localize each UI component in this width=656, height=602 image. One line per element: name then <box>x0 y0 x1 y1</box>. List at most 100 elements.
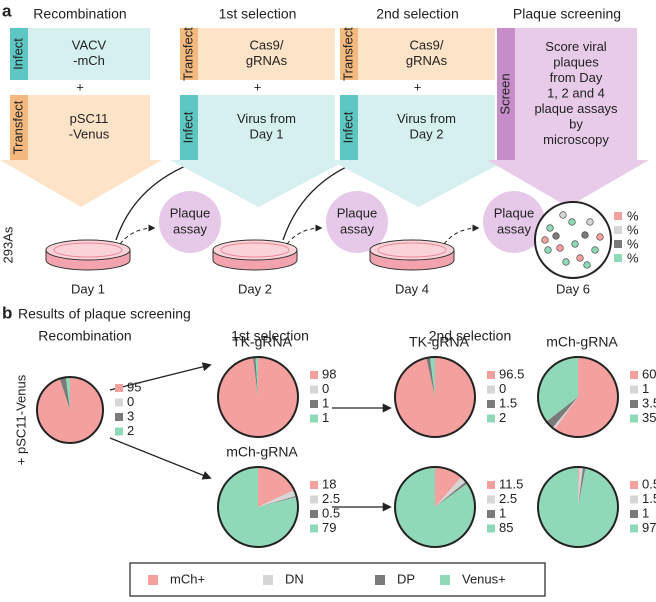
pie-title: TK-gRNA <box>232 334 293 350</box>
dish <box>377 242 447 258</box>
step-text: plaques <box>553 54 599 69</box>
plaque-dot <box>571 240 579 248</box>
pie-slice <box>552 397 578 430</box>
step-text: Virus from <box>397 111 456 126</box>
pie-slice <box>546 397 578 428</box>
step-text: Cas9/ <box>250 38 284 53</box>
dish <box>45 239 131 261</box>
step-tab-label: Infect <box>10 38 25 70</box>
value-swatch <box>310 400 318 408</box>
value-swatch <box>115 384 123 392</box>
value-label: 98 <box>322 366 336 381</box>
pie-slice <box>255 357 258 397</box>
value-label: 0 <box>322 381 329 396</box>
plaque-dot <box>562 258 570 266</box>
step-text: VACV <box>72 38 107 53</box>
step-text: from Day <box>550 70 603 85</box>
group-header: 2nd selection <box>429 328 512 344</box>
value-label: 1.5 <box>499 395 517 410</box>
value-label: 1 <box>642 505 649 520</box>
group-header: Recombination <box>38 328 131 344</box>
value-swatch <box>487 481 495 489</box>
pie-slice <box>538 357 578 422</box>
plus: + <box>76 79 84 94</box>
legend-label: Venus+ <box>462 571 506 586</box>
plaque-assay-label: assay <box>340 221 374 236</box>
plaque-assay <box>483 191 545 253</box>
dashed-arrow <box>443 224 480 245</box>
value-swatch <box>487 385 495 394</box>
step-text: pSC11 <box>70 111 109 126</box>
plaque-dot <box>591 246 599 254</box>
legend-swatch <box>263 575 273 585</box>
legend-label: mCh+ <box>170 571 205 586</box>
pie-title: TK-gRNA <box>409 334 470 350</box>
step-text: -mCh <box>73 53 105 68</box>
legend-swatch <box>148 575 158 585</box>
plaque-assay-label: assay <box>173 221 207 236</box>
legend-swatch <box>614 212 622 220</box>
plus: + <box>414 79 422 94</box>
pie-slice <box>538 467 619 548</box>
pie-slice <box>59 377 70 410</box>
plaque-assay-label: assay <box>497 221 531 236</box>
percent-label: % <box>627 250 639 265</box>
step-arrow <box>0 160 162 207</box>
value-swatch <box>310 385 318 394</box>
step-tab <box>10 28 28 80</box>
pie-outline <box>217 466 299 548</box>
pie-slice <box>435 476 466 507</box>
dish <box>220 242 290 258</box>
plaque-assay-label: Plaque <box>337 205 377 220</box>
pie-slice <box>395 467 476 547</box>
value-swatch <box>630 371 638 379</box>
pie-slice <box>426 357 435 397</box>
cell-line: 293As <box>0 226 15 263</box>
plaque-dot <box>556 244 564 252</box>
value-swatch <box>310 495 318 504</box>
column-header: 1st selection <box>219 6 297 22</box>
legend-swatch <box>614 240 622 248</box>
legend-swatch <box>614 226 622 234</box>
column-header: Recombination <box>33 6 126 22</box>
step-box <box>497 28 637 160</box>
step-text: Score viral <box>545 39 607 54</box>
value-swatch <box>310 371 318 379</box>
value-label: 2 <box>499 410 506 425</box>
panel-label: b <box>2 303 12 322</box>
step-tab <box>180 28 198 80</box>
dish <box>53 242 123 258</box>
day-label: Day 4 <box>395 281 429 296</box>
pie-slice <box>217 467 298 547</box>
value-label: 97 <box>642 520 656 535</box>
step-text: gRNAs <box>246 53 288 68</box>
value-swatch <box>487 524 495 533</box>
step-tab <box>340 95 358 160</box>
plaque-dot <box>576 254 584 262</box>
value-label: 0 <box>499 381 506 396</box>
pie-slice <box>578 467 586 507</box>
value-label: 2.5 <box>499 491 517 506</box>
pie-outline <box>394 466 476 548</box>
legend-swatch <box>375 575 385 585</box>
plaque-dot <box>583 261 591 269</box>
value-label: 2 <box>127 423 134 438</box>
step-box <box>10 28 150 80</box>
value-label: 11.5 <box>499 476 523 491</box>
step-box <box>180 28 335 80</box>
plaque-assay <box>159 191 221 253</box>
step-tab <box>340 28 358 80</box>
plaque-dot <box>586 218 594 226</box>
plaque-assay-label: Plaque <box>170 205 210 220</box>
plaque-dot <box>546 224 554 232</box>
plaque-dot <box>541 236 549 244</box>
step-text: Day 1 <box>250 127 284 142</box>
day-label: Day 1 <box>71 281 105 296</box>
value-label: 1 <box>642 381 649 396</box>
value-swatch <box>310 524 318 533</box>
dish <box>369 239 455 261</box>
pie-title: mCh-gRNA <box>546 334 618 350</box>
column-header: 2nd selection <box>376 6 459 22</box>
plaque-assay-label: Plaque <box>494 205 534 220</box>
